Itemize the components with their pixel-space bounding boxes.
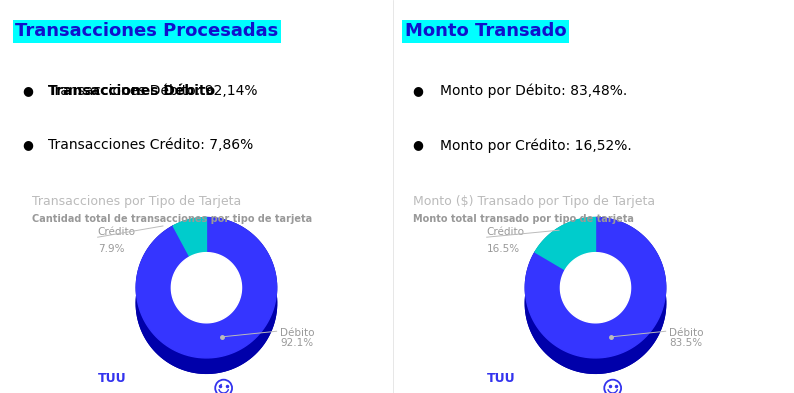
Text: Cantidad total de transacciones por tipo de tarjeta: Cantidad total de transacciones por tipo… xyxy=(32,214,312,224)
Text: Crédito: Crédito xyxy=(98,227,136,237)
Polygon shape xyxy=(172,253,241,323)
Polygon shape xyxy=(173,218,206,257)
Text: 83.5%: 83.5% xyxy=(669,338,703,348)
Text: 92.1%: 92.1% xyxy=(280,338,314,348)
Polygon shape xyxy=(561,253,630,323)
Text: Transacciones Débito: Transacciones Débito xyxy=(48,84,215,98)
Text: ●: ● xyxy=(413,84,423,97)
Text: 16.5%: 16.5% xyxy=(487,244,520,254)
Text: 7.9%: 7.9% xyxy=(98,244,124,254)
Text: Transacciones por Tipo de Tarjeta: Transacciones por Tipo de Tarjeta xyxy=(32,195,241,208)
Polygon shape xyxy=(526,233,665,373)
Polygon shape xyxy=(535,218,596,268)
Polygon shape xyxy=(526,218,665,373)
Text: Crédito: Crédito xyxy=(487,227,525,237)
Polygon shape xyxy=(561,268,630,338)
Text: Monto por Crédito: 16,52%.: Monto por Crédito: 16,52%. xyxy=(440,138,631,152)
Polygon shape xyxy=(565,253,596,285)
Text: Monto total transado por tipo de tarjeta: Monto total transado por tipo de tarjeta xyxy=(413,214,634,224)
Text: TUU: TUU xyxy=(487,371,515,385)
Polygon shape xyxy=(526,218,665,358)
Polygon shape xyxy=(137,218,276,358)
Text: ●: ● xyxy=(413,138,423,151)
Text: Transacciones Procesadas: Transacciones Procesadas xyxy=(15,22,279,40)
Text: ●: ● xyxy=(22,84,33,97)
Text: Monto Transado: Monto Transado xyxy=(405,22,566,40)
Text: Monto por Débito: 83,48%.: Monto por Débito: 83,48%. xyxy=(440,84,627,98)
Polygon shape xyxy=(535,233,596,285)
Text: TUU: TUU xyxy=(98,371,126,385)
Text: Débito: Débito xyxy=(669,329,703,338)
Polygon shape xyxy=(172,268,241,338)
Polygon shape xyxy=(137,233,276,373)
Polygon shape xyxy=(535,218,596,270)
Polygon shape xyxy=(173,218,206,241)
Text: Monto ($) Transado por Tipo de Tarjeta: Monto ($) Transado por Tipo de Tarjeta xyxy=(413,195,655,208)
Text: Transacciones Crédito: 7,86%: Transacciones Crédito: 7,86% xyxy=(48,138,253,152)
Text: ●: ● xyxy=(22,138,33,151)
Polygon shape xyxy=(561,253,630,338)
Polygon shape xyxy=(137,218,276,373)
Polygon shape xyxy=(172,253,241,338)
Polygon shape xyxy=(173,233,206,272)
Text: Débito: Débito xyxy=(280,329,314,338)
Text: Transacciones Débito: 92,14%: Transacciones Débito: 92,14% xyxy=(48,84,257,98)
Polygon shape xyxy=(190,253,206,272)
